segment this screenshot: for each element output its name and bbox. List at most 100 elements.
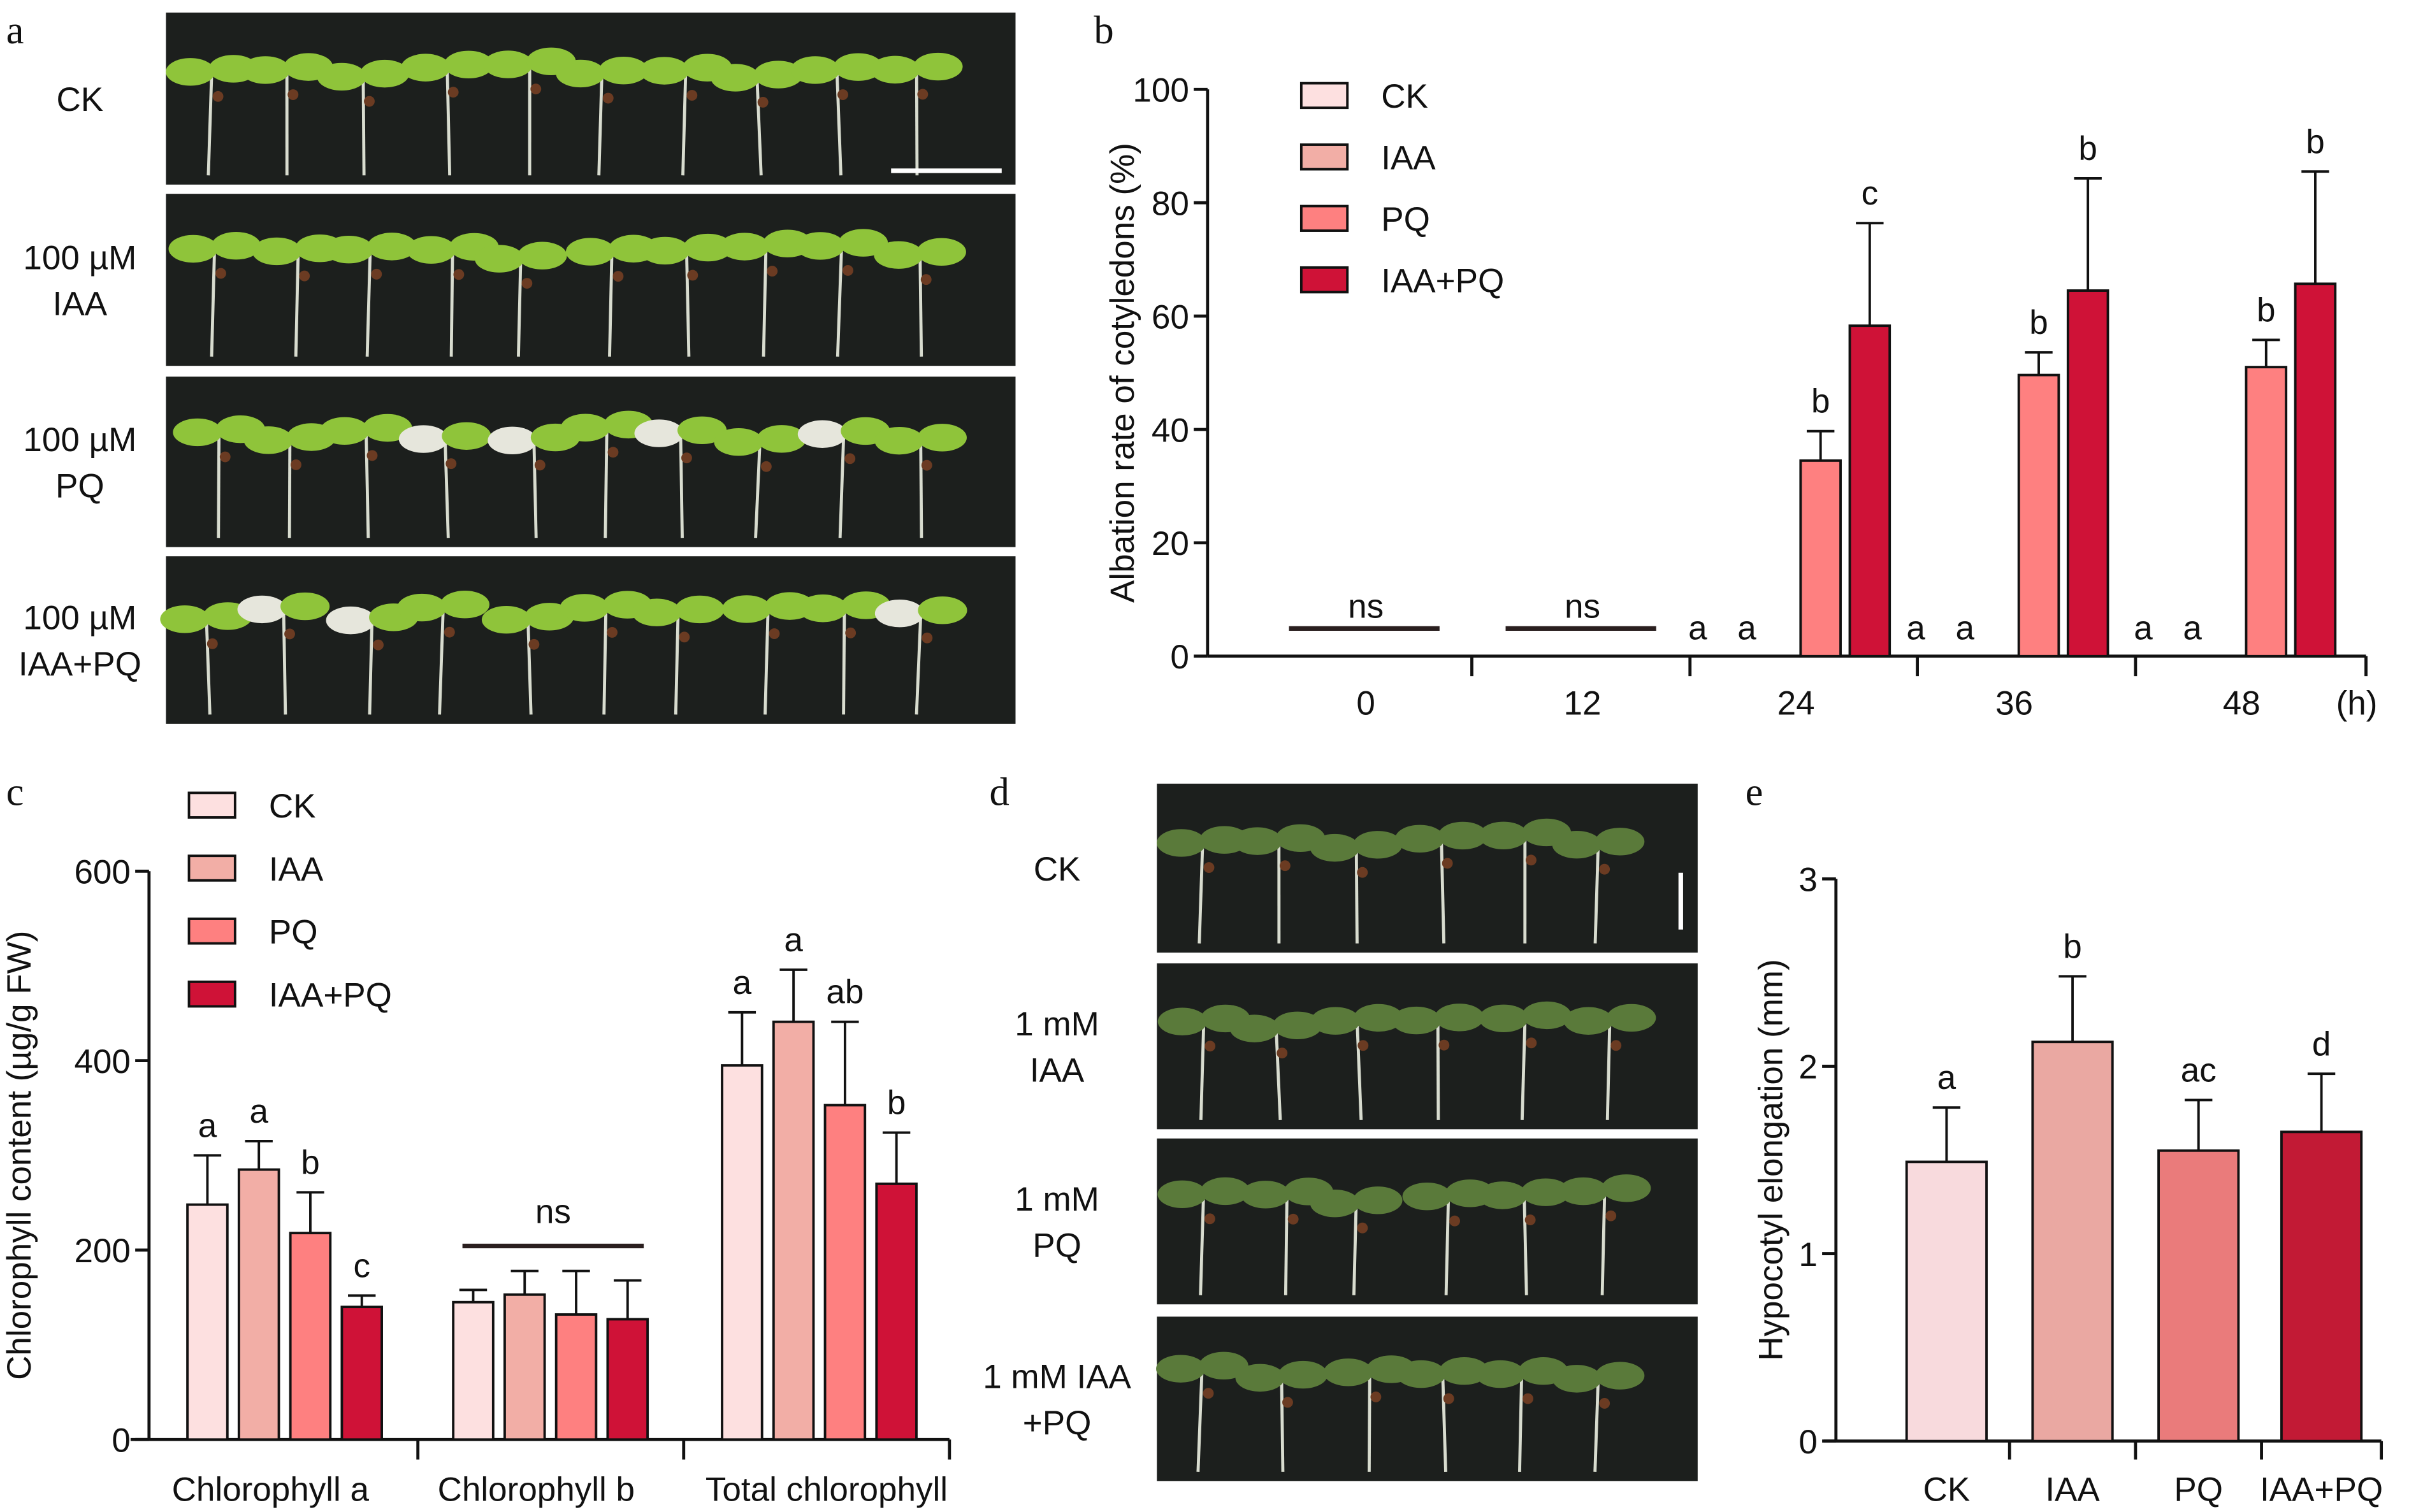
y-tick-label: 600	[74, 854, 130, 891]
seed-coat	[1599, 1398, 1610, 1409]
x-tick-label: Chlorophyll a	[172, 1471, 370, 1509]
seed-coat	[843, 265, 853, 276]
seed-coat	[686, 90, 698, 101]
seed-coat	[1599, 863, 1610, 875]
cotyledon-leaf	[1521, 1178, 1570, 1206]
cotyledon-leaf	[1522, 1001, 1572, 1030]
seedling-stem	[210, 244, 217, 357]
cotyledon-leaf	[797, 420, 847, 448]
seed-coat	[444, 626, 455, 638]
seedling-stem	[287, 435, 292, 538]
panel-letter-d: d	[990, 770, 1009, 814]
significance-letter: a	[733, 964, 752, 1002]
y-axis-label: Chlorophyll content (µg/g FW)	[1, 931, 38, 1380]
significance-letter: b	[2063, 928, 2082, 965]
cotyledon-leaf	[1353, 831, 1403, 859]
row-label: PQ	[1032, 1227, 1082, 1264]
seed-coat	[1610, 1040, 1622, 1051]
seed-coat	[607, 627, 618, 638]
seed-coat	[1203, 1388, 1214, 1399]
cotyledon-leaf	[1273, 1011, 1322, 1040]
cotyledon-leaf	[917, 424, 967, 452]
legend-label: IAA+PQ	[1381, 262, 1504, 299]
seedling-stem	[674, 607, 680, 715]
y-tick-label: 20	[1152, 525, 1189, 563]
y-axis-label: Hypocotyl elongation (mm)	[1752, 959, 1790, 1361]
seedling-stem	[1196, 1364, 1204, 1472]
cotyledon-leaf	[1558, 1177, 1608, 1206]
cotyledon-leaf	[1475, 1360, 1525, 1388]
x-tick-label: 48	[2223, 684, 2261, 722]
photo-background	[166, 194, 1016, 366]
y-tick-label: 100	[1132, 72, 1189, 110]
seedling-photos-d: CK 1 mM IAA 1 mM PQ 1 mM IAA +PQ	[983, 783, 1698, 1481]
seedling-stem	[361, 72, 366, 176]
seed-coat	[607, 447, 619, 458]
cotyledon-leaf	[722, 595, 772, 623]
seed-coat	[1287, 1213, 1299, 1225]
photo-row	[166, 12, 1016, 185]
seedling-stem	[1367, 1367, 1371, 1472]
seedling-stem	[294, 247, 300, 357]
cotyledon-leaf	[442, 422, 491, 450]
significance-letter: b	[301, 1144, 319, 1181]
cotyledon-leaf	[517, 241, 567, 270]
cotyledon-leaf	[834, 53, 883, 81]
seedling-stem	[1441, 1369, 1447, 1472]
seedling-stem	[836, 241, 844, 357]
bar	[606, 1318, 649, 1441]
y-tick-label: 2	[1798, 1049, 1818, 1086]
bar	[2031, 1040, 2114, 1443]
cotyledon-leaf	[166, 58, 215, 86]
cotyledon-leaf	[790, 56, 840, 84]
significance-letter: b	[1811, 383, 1830, 421]
cotyledon-leaf	[474, 245, 524, 273]
seedling-stem	[1352, 1199, 1358, 1295]
cotyledon-leaf	[444, 50, 493, 78]
seed-coat	[373, 639, 384, 651]
seedling-stem	[438, 603, 445, 715]
seed-coat	[215, 268, 226, 279]
cotyledon-leaf	[1595, 1362, 1645, 1390]
seed-coat	[206, 638, 218, 649]
significance-letter: b	[2029, 304, 2048, 342]
y-tick-label: 3	[1798, 861, 1818, 899]
seedling-stem	[604, 422, 609, 538]
significance-letter: b	[887, 1084, 906, 1122]
significance-letter: a	[198, 1107, 217, 1144]
seed-coat	[921, 459, 932, 471]
seedling-stem	[763, 604, 770, 715]
seed-coat	[521, 278, 533, 289]
cotyledon-leaf	[1607, 1004, 1656, 1032]
seedling-stem	[206, 67, 213, 176]
legend-label: IAA	[1381, 140, 1436, 177]
seedling-stem	[918, 250, 923, 357]
significance-letter: a	[2183, 609, 2202, 647]
seed-coat	[612, 271, 624, 282]
significance-letter: a	[784, 921, 803, 959]
seed-coat	[1526, 854, 1537, 866]
seedling-stem	[1518, 1369, 1524, 1472]
cotyledon-leaf	[483, 50, 533, 78]
chart-c-chlorophyll: 0 200 400 600 Chlorophyll content (µg/g FW) C…	[1, 788, 951, 1509]
seed-coat	[1442, 858, 1453, 869]
cotyledon-leaf	[324, 236, 373, 264]
seed-coat	[845, 627, 857, 638]
photo-row	[1157, 783, 1698, 953]
row-label: PQ	[55, 467, 105, 505]
row-label: +PQ	[1023, 1404, 1092, 1442]
seed-coat	[1279, 860, 1291, 872]
significance-letter: a	[1688, 609, 1707, 647]
y-tick-label: 400	[74, 1043, 130, 1081]
seedling-stem	[1523, 1190, 1528, 1295]
x-tick-label: CK	[1923, 1471, 1971, 1509]
cotyledon-leaf	[640, 236, 690, 265]
significance-letter: a	[1906, 609, 1925, 647]
photo-background	[1157, 1138, 1698, 1305]
significance-letter: c	[1862, 175, 1879, 212]
seedling-stem	[1197, 838, 1204, 944]
seedling-stem	[1605, 1016, 1612, 1120]
bar	[2294, 282, 2337, 658]
significance-letter: b	[2257, 292, 2276, 329]
seed-coat	[837, 89, 848, 100]
